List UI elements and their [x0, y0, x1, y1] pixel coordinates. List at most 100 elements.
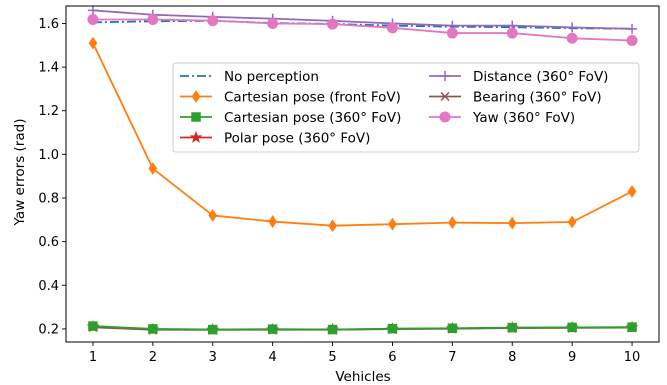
square-marker: [447, 323, 458, 334]
data-point: [88, 36, 98, 50]
data-point: [507, 216, 517, 230]
data-point: [507, 322, 517, 333]
star-marker: [189, 130, 203, 143]
legend-marker: [439, 111, 451, 123]
series-line: [92, 325, 633, 331]
x-tick-label: 4: [269, 350, 277, 365]
data-point: [328, 219, 337, 233]
y-tick-label: 1.2: [38, 104, 59, 119]
legend: No perception Cartesian pose (front FoV) C…: [172, 62, 640, 153]
y-tick-label: 0.8: [38, 192, 59, 207]
data-point: [88, 321, 98, 331]
circle-marker: [87, 14, 99, 26]
legend-label: Cartesian pose (front FoV): [224, 90, 401, 106]
data-point: [627, 322, 637, 332]
diamond-marker: [191, 90, 201, 103]
square-marker: [88, 321, 98, 331]
diamond-marker: [88, 36, 98, 50]
x-tick-label: 1: [89, 350, 97, 365]
square-marker: [627, 322, 637, 332]
data-point: [386, 22, 398, 34]
diamond-marker: [627, 185, 637, 198]
series-line: [92, 9, 633, 30]
diamond-marker: [328, 219, 337, 233]
data-point: [267, 324, 278, 334]
y-tick-label: 0.6: [38, 235, 59, 250]
circle-marker: [327, 18, 339, 30]
axes-frame: [65, 5, 660, 343]
diamond-marker: [148, 162, 158, 175]
legend-box: [172, 62, 640, 153]
x-tick-label: 9: [568, 350, 576, 365]
series-2: [88, 36, 637, 233]
circle-marker: [267, 17, 279, 29]
data-point: [387, 323, 398, 334]
circle-marker: [386, 22, 398, 34]
circle-marker: [566, 32, 578, 44]
legend-marker: [191, 112, 201, 122]
y-tick-label: 0.2: [38, 322, 59, 337]
series-1: [92, 19, 633, 30]
x-tick-label: 6: [388, 350, 396, 365]
series-line: [92, 18, 633, 42]
data-point: [388, 217, 397, 231]
data-point: [268, 215, 278, 228]
legend-label: Yaw (360° FoV): [472, 110, 575, 126]
circle-marker: [147, 14, 159, 26]
legend-label: Polar pose (360° FoV): [224, 131, 370, 147]
series-line: [92, 19, 633, 30]
circle-marker: [506, 27, 518, 39]
diamond-marker: [208, 209, 218, 222]
data-point: [87, 14, 99, 26]
data-point: [447, 323, 458, 334]
circle-marker: [626, 34, 638, 46]
x-tick-label: 2: [149, 350, 157, 365]
legend-item-5: Distance (360° FoV): [429, 69, 608, 85]
x-tick-label: 8: [508, 350, 516, 365]
x-tick-label: 7: [448, 350, 456, 365]
data-point: [147, 14, 159, 26]
data-point: [447, 216, 457, 230]
circle-marker: [446, 27, 458, 39]
legend-item-4: Polar pose (360° FoV): [180, 131, 370, 147]
series-layer: [86, 5, 639, 336]
legend-item-1: No perception: [180, 69, 319, 85]
data-point: [87, 5, 98, 16]
data-point: [627, 23, 638, 34]
axes-layer: 1 2 3 4 5 6 7 8 9 10 0.2 0.4 0.6 0.8 1.0 1.2 1.4 1.6: [38, 5, 660, 365]
data-point: [327, 18, 339, 30]
data-point: [267, 17, 279, 29]
diamond-marker: [268, 215, 278, 228]
y-tick-label: 1.0: [38, 148, 59, 163]
square-marker: [267, 324, 278, 334]
diamond-marker: [447, 216, 457, 230]
circle-marker: [439, 111, 451, 123]
diamond-marker: [388, 217, 397, 231]
data-point: [208, 324, 218, 335]
data-point: [148, 324, 158, 334]
legend-label: Cartesian pose (360° FoV): [224, 110, 401, 126]
x-tick-label: 10: [624, 350, 641, 365]
data-point: [627, 185, 637, 198]
data-point: [327, 324, 338, 335]
data-point: [148, 162, 158, 175]
data-point: [626, 34, 638, 46]
legend-label: No perception: [224, 69, 319, 85]
legend-marker: [440, 71, 450, 81]
y-tick-label: 1.6: [38, 17, 59, 32]
square-marker: [191, 112, 201, 122]
legend-label: Bearing (360° FoV): [473, 90, 602, 106]
legend-item-2: Cartesian pose (front FoV): [180, 90, 401, 106]
data-point: [566, 32, 578, 44]
square-marker: [507, 322, 517, 333]
x-axis-label: Vehicles: [335, 369, 390, 385]
legend-marker: [440, 91, 450, 102]
diamond-marker: [567, 215, 577, 229]
data-point: [567, 215, 577, 229]
y-tick-label: 1.4: [38, 61, 59, 76]
y-axis-label: Yaw errors (rad): [12, 119, 28, 227]
data-point: [506, 27, 518, 39]
square-marker: [387, 323, 398, 334]
series-line: [92, 42, 633, 227]
